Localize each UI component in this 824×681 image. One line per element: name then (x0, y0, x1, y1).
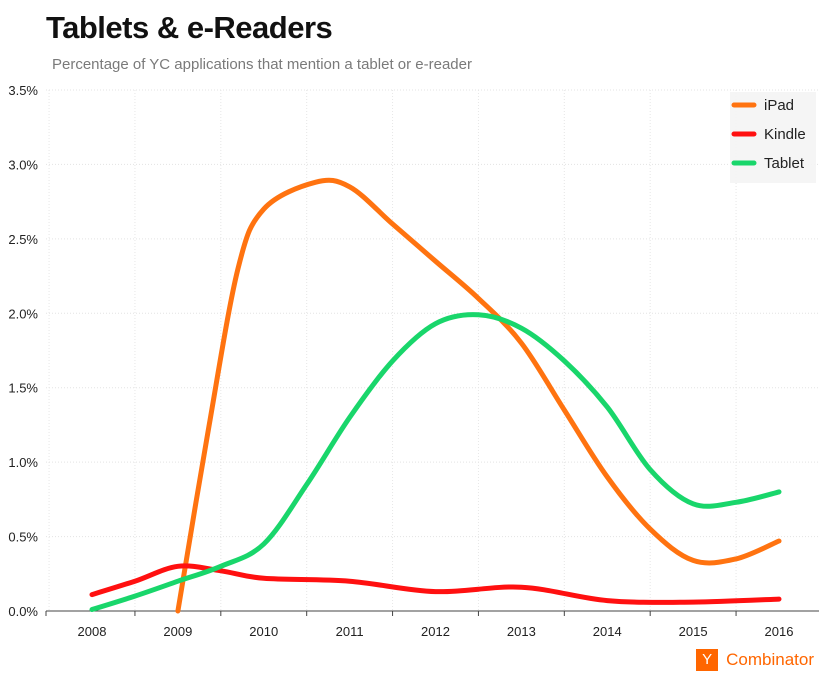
y-tick-label: 0.5% (8, 530, 38, 545)
y-tick-label: 2.5% (8, 232, 38, 247)
series-line-kindle (89, 563, 782, 605)
x-tick-label: 2013 (507, 624, 536, 639)
legend: iPad Kindle Tablet (730, 92, 816, 183)
y-tick-label: 2.0% (8, 306, 38, 321)
series-layer (89, 177, 782, 614)
legend-label: Kindle (764, 126, 806, 143)
y-tick-label: 1.5% (8, 381, 38, 396)
y-tick-label: 3.0% (8, 157, 38, 172)
series-line-tablet (89, 312, 782, 612)
x-tick-label: 2015 (679, 624, 708, 639)
x-tick-label: 2014 (593, 624, 622, 639)
legend-label: Tablet (764, 155, 805, 172)
series-line-ipad (175, 177, 782, 614)
x-tick-label: 2010 (249, 624, 278, 639)
y-tick-label: 1.0% (8, 455, 38, 470)
x-tick-label: 2011 (336, 624, 364, 639)
axis-layer: 0.0% 0.5% 1.0% 1.5% 2.0% 2.5% 3.0% 3.5% 2008 2009… (8, 83, 793, 639)
y-tick-label: 0.0% (8, 604, 38, 619)
brand-watermark: Y Combinator (696, 649, 814, 671)
legend-label: iPad (764, 97, 794, 114)
x-tick-label: 2016 (765, 624, 794, 639)
x-tick-label: 2008 (78, 624, 107, 639)
x-tick-label: 2009 (163, 624, 192, 639)
y-tick-label: 3.5% (8, 83, 38, 98)
chart-subtitle: Percentage of YC applications that menti… (52, 56, 472, 73)
grid-layer (46, 89, 819, 612)
x-tick-label: 2012 (421, 624, 450, 639)
brand-word: Combinator (726, 650, 814, 669)
chart-title: Tablets & e-Readers (46, 10, 333, 45)
yc-logo-icon: Y (696, 649, 719, 671)
